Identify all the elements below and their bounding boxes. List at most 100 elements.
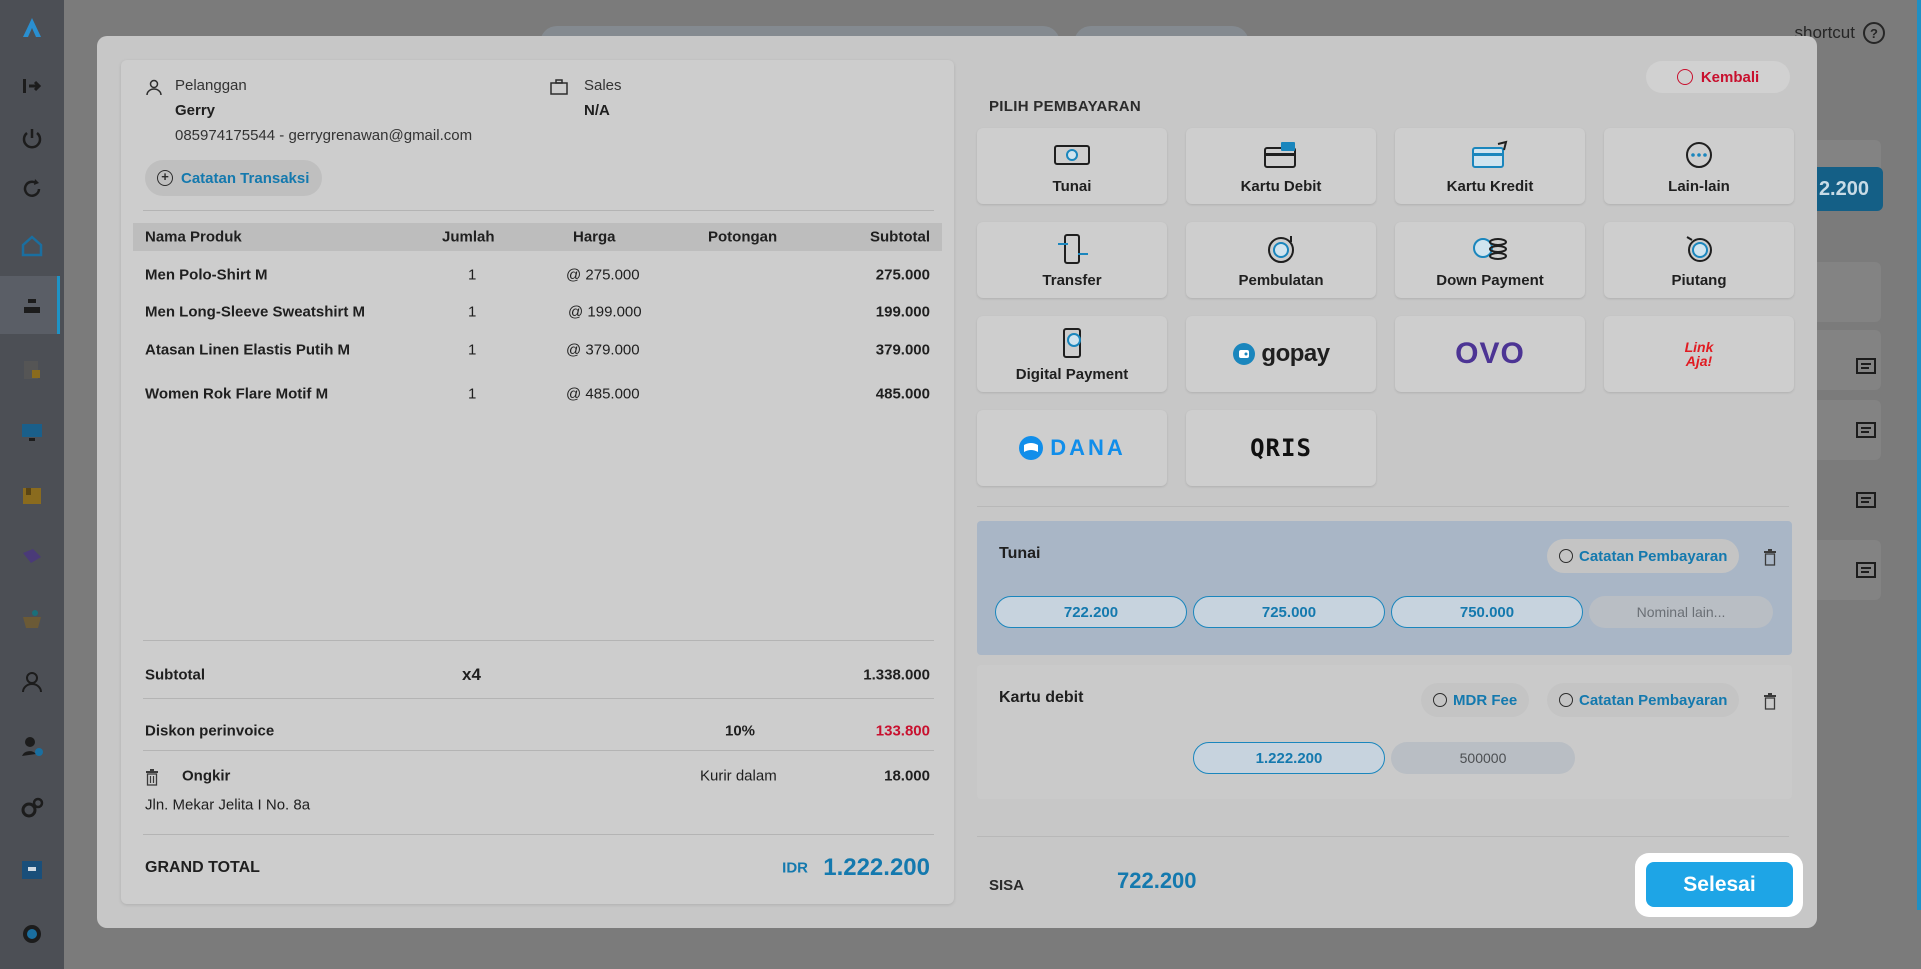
- more-icon: [1686, 142, 1712, 168]
- debit-notes-button[interactable]: Catatan Pembayaran: [1547, 683, 1740, 717]
- home-icon[interactable]: [18, 232, 46, 260]
- dana-text: DANA: [1050, 435, 1126, 460]
- gear-icon[interactable]: [18, 794, 46, 822]
- subtotal-row: Subtotal x4 1.338.000: [145, 660, 930, 690]
- payment-method-gopay[interactable]: gopay: [1186, 316, 1376, 392]
- plus-icon: [1433, 693, 1447, 707]
- trash-icon[interactable]: [1763, 692, 1777, 710]
- product-name: Women Rok Flare Motif M: [145, 385, 329, 403]
- user-settings-icon[interactable]: [18, 732, 46, 760]
- customer-name: Gerry: [175, 102, 216, 119]
- gopay-text: gopay: [1261, 340, 1330, 367]
- trash-icon[interactable]: [1763, 548, 1777, 566]
- customer-contact: 085974175544 - gerrygrenawan@gmail.com: [175, 127, 473, 144]
- payment-method-kartu-debit[interactable]: Kartu Debit: [1186, 128, 1376, 204]
- report-icon[interactable]: [18, 356, 46, 384]
- credit-card-icon: [1472, 140, 1508, 168]
- tunai-amount-option[interactable]: 750.000: [1391, 596, 1583, 628]
- help-icon[interactable]: ?: [1863, 22, 1885, 44]
- item-count: x4: [462, 665, 481, 684]
- linkaja-line1: Link: [1684, 339, 1714, 355]
- product-price: @ 379.000: [566, 341, 640, 359]
- header-subtotal: Subtotal: [870, 228, 930, 246]
- debit-title: Kartu debit: [999, 689, 1084, 706]
- gopay-icon: [1233, 343, 1256, 365]
- person-icon: [146, 79, 162, 96]
- payment-method-piutang[interactable]: Piutang: [1604, 222, 1794, 298]
- payment-method-ovo[interactable]: OVO: [1395, 316, 1585, 392]
- document-icon: [1856, 562, 1876, 578]
- logout-icon[interactable]: [18, 72, 46, 100]
- promo-icon[interactable]: [18, 542, 46, 570]
- finish-button[interactable]: Selesai: [1646, 862, 1793, 907]
- mdr-fee-button[interactable]: MDR Fee: [1421, 683, 1530, 717]
- qris-logo: QRIS: [1250, 434, 1312, 462]
- power-icon[interactable]: [18, 124, 46, 152]
- divider: [143, 750, 934, 751]
- table-row[interactable]: Women Rok Flare Motif M 1 @ 485.000 485.…: [133, 379, 942, 409]
- payment-method-pembulatan[interactable]: Pembulatan: [1186, 222, 1376, 298]
- debit-amount-option[interactable]: 1.222.200: [1193, 742, 1385, 774]
- monitor-icon[interactable]: [18, 418, 46, 446]
- transaction-notes-label: Catatan Transaksi: [181, 169, 310, 187]
- shipping-address: Jln. Mekar Jelita I No. 8a: [145, 796, 311, 814]
- payment-method-label: Transfer: [1042, 272, 1102, 289]
- trash-icon[interactable]: [145, 768, 159, 786]
- refresh-icon[interactable]: [18, 175, 46, 203]
- payment-method-down-payment[interactable]: Down Payment: [1395, 222, 1585, 298]
- shipping-row: Ongkir Kurir dalam 18.000: [145, 761, 930, 791]
- product-name: Atasan Linen Elastis Putih M: [145, 341, 351, 359]
- plus-icon: +: [157, 170, 173, 186]
- sisa-label: SISA: [989, 877, 1025, 894]
- payment-method-digital-payment[interactable]: Digital Payment: [977, 316, 1167, 392]
- payment-method-transfer[interactable]: Transfer: [977, 222, 1167, 298]
- linkaja-line2: Aja!: [1685, 353, 1713, 369]
- tunai-amount-option[interactable]: 725.000: [1193, 596, 1385, 628]
- product-price: @ 275.000: [566, 266, 640, 284]
- receivable-icon: [1686, 236, 1712, 262]
- address-row: Jln. Mekar Jelita I No. 8a: [145, 793, 930, 817]
- cashier-icon[interactable]: [18, 292, 46, 320]
- payment-method-dana[interactable]: DANA: [977, 410, 1167, 486]
- payment-method-linkaja[interactable]: Link Aja!: [1604, 316, 1794, 392]
- coins-icon: [1473, 238, 1507, 260]
- basket-icon[interactable]: [18, 606, 46, 634]
- payment-method-qris[interactable]: QRIS: [1186, 410, 1376, 486]
- payment-method-label: Down Payment: [1436, 272, 1544, 289]
- scrollbar[interactable]: [1917, 0, 1921, 910]
- transaction-notes-button[interactable]: + Catatan Transaksi: [145, 160, 323, 196]
- payment-modal: Pelanggan Gerry 085974175544 - gerrygren…: [97, 36, 1817, 928]
- table-row[interactable]: Atasan Linen Elastis Putih M 1 @ 379.000…: [133, 335, 942, 365]
- product-price: @ 485.000: [566, 385, 640, 403]
- subtotal-value: 1.338.000: [863, 666, 930, 684]
- divider: [143, 210, 934, 211]
- table-row[interactable]: Men Long-Sleeve Sweatshirt M 1 @ 199.000…: [133, 297, 942, 327]
- product-qty: 1: [468, 266, 477, 284]
- folder-icon[interactable]: [18, 482, 46, 510]
- cash-icon: [1054, 145, 1090, 165]
- header-discount: Potongan: [708, 228, 778, 246]
- debit-card-icon: [1264, 142, 1296, 168]
- plus-icon: [1559, 549, 1573, 563]
- grand-total-currency: IDR: [782, 859, 808, 877]
- customer-label: Pelanggan: [175, 77, 247, 94]
- payment-method-tunai[interactable]: Tunai: [977, 128, 1167, 204]
- payment-method-kartu-kredit[interactable]: Kartu Kredit: [1395, 128, 1585, 204]
- product-subtotal: 199.000: [875, 303, 930, 321]
- tunai-other-amount-input[interactable]: Nominal lain...: [1589, 596, 1773, 628]
- mdr-fee-label: MDR Fee: [1453, 691, 1518, 709]
- sales-value: N/A: [584, 102, 610, 119]
- user-icon[interactable]: [18, 668, 46, 696]
- display-icon[interactable]: [18, 856, 46, 884]
- back-button[interactable]: Kembali: [1646, 61, 1790, 93]
- table-row[interactable]: Men Polo-Shirt M 1 @ 275.000 275.000: [133, 260, 942, 290]
- subtotal-label: Subtotal: [145, 666, 205, 684]
- payment-method-lain-lain[interactable]: Lain-lain: [1604, 128, 1794, 204]
- tunai-amount-option[interactable]: 722.200: [995, 596, 1187, 628]
- product-subtotal: 379.000: [875, 341, 930, 359]
- product-name: Men Long-Sleeve Sweatshirt M: [145, 303, 366, 321]
- debit-amount-input[interactable]: 500000: [1391, 742, 1575, 774]
- header-qty: Jumlah: [442, 228, 495, 246]
- currency-icon[interactable]: [18, 920, 46, 948]
- tunai-notes-button[interactable]: Catatan Pembayaran: [1547, 539, 1740, 573]
